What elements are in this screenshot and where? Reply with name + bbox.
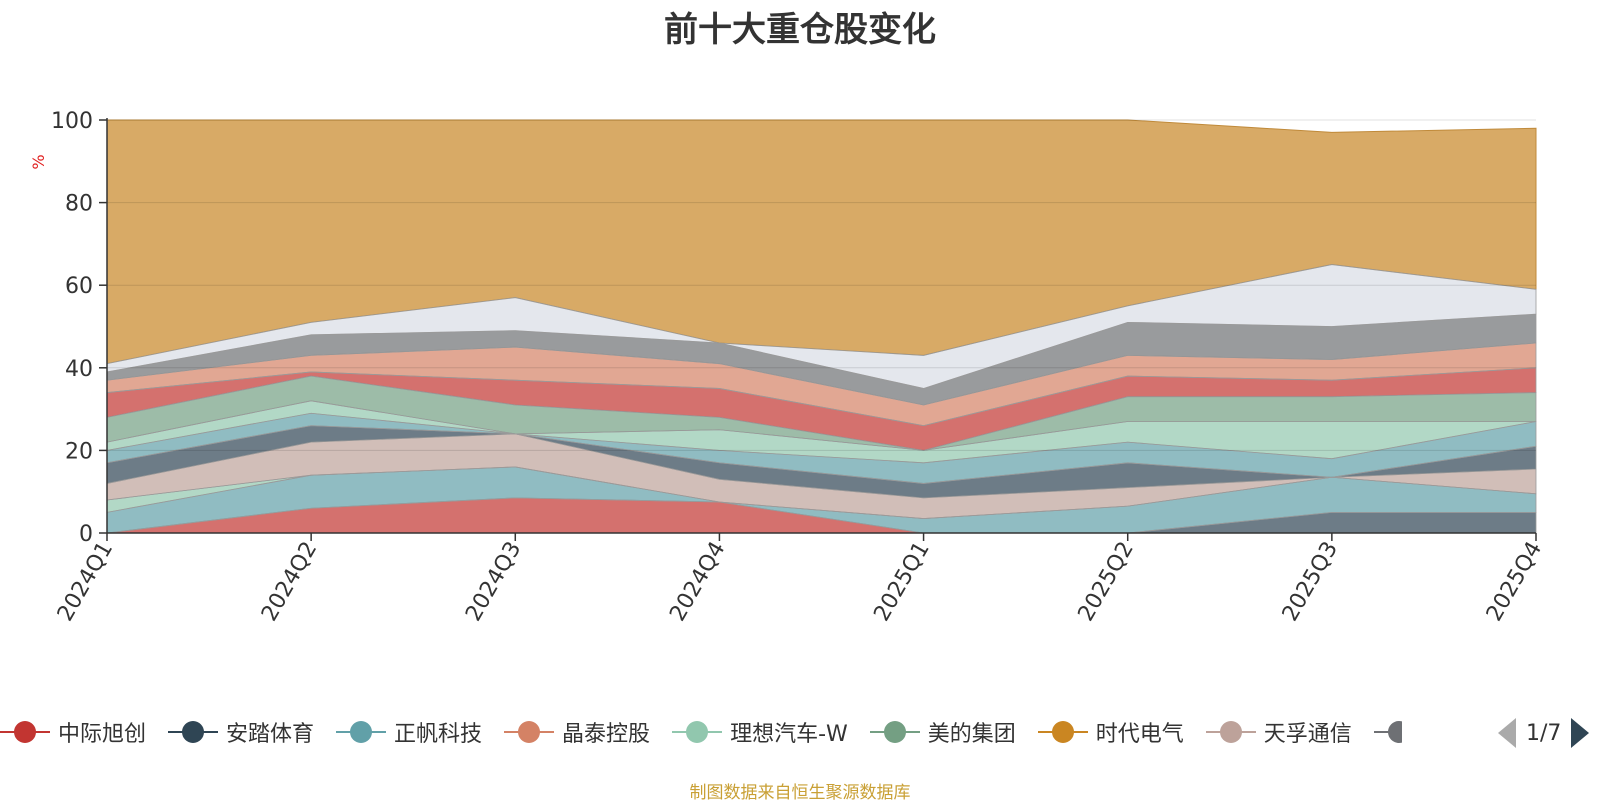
- area-bands: [106, 119, 1537, 534]
- legend-symbol: [336, 720, 387, 744]
- legend-item[interactable]: 中际旭创: [0, 716, 146, 748]
- x-tick-label: 2024Q4: [665, 538, 730, 626]
- legend-pager: 1/7: [1498, 716, 1590, 750]
- legend-symbol: [0, 720, 50, 744]
- x-tick-label: 2024Q3: [461, 538, 526, 626]
- x-tick-label: 2024Q1: [53, 538, 118, 626]
- stacked-area-chart: 2024Q1 2024Q2 2024Q3 2024Q4 2025Q1 2025Q2 2025…: [29, 109, 1547, 626]
- legend-symbol: [869, 720, 920, 744]
- legend-label: 天孚通信: [1263, 722, 1352, 747]
- pager-prev-icon[interactable]: [1498, 718, 1516, 748]
- legend-symbol: [672, 720, 723, 744]
- pager-next-icon[interactable]: [1571, 718, 1590, 748]
- legend-symbol: [1037, 720, 1088, 744]
- legend-item[interactable]: 美的集团: [869, 716, 1016, 748]
- legend-label: 正帆科技: [394, 722, 483, 747]
- legend-label: 时代电气: [1095, 722, 1184, 747]
- legend-label: 美的集团: [927, 722, 1016, 747]
- legend-symbol-partial: [1373, 720, 1402, 744]
- y-tick-label: 20: [65, 439, 93, 464]
- legend-item[interactable]: 理想汽车-W: [672, 716, 848, 748]
- x-tick-label: 2025Q2: [1074, 538, 1139, 626]
- legend-item[interactable]: 安踏体育: [168, 716, 314, 748]
- legend-symbol: [1205, 720, 1256, 744]
- legend-label: 晶泰控股: [562, 722, 651, 747]
- x-tick-label: 2025Q4: [1482, 538, 1547, 626]
- x-tick-label: 2024Q2: [257, 538, 322, 626]
- legend-label: 理想汽车-W: [730, 722, 848, 747]
- legend-symbol: [168, 720, 219, 744]
- legend: 中际旭创 安踏体育 正帆科技 晶泰控股 理想汽车-W 美的集团 时代电气 天孚通信: [0, 712, 1600, 752]
- source-footnote: 制图数据来自恒生聚源数据库: [689, 783, 911, 803]
- legend-item[interactable]: 天孚通信: [1205, 716, 1352, 748]
- y-tick-label: 80: [65, 192, 93, 217]
- legend-item[interactable]: 时代电气: [1037, 716, 1184, 748]
- y-tick-label: 40: [65, 357, 93, 382]
- x-axis-ticks: 2024Q1 2024Q2 2024Q3 2024Q4 2025Q1 2025Q2 2025…: [53, 533, 1547, 626]
- legend-item[interactable]: 正帆科技: [336, 716, 482, 748]
- legend-symbol: [504, 720, 555, 744]
- y-tick-label: 100: [51, 109, 93, 134]
- y-tick-label: 60: [65, 274, 93, 299]
- area-band: [106, 264, 1537, 389]
- y-tick-label: 0: [79, 522, 93, 547]
- x-tick-label: 2025Q3: [1278, 538, 1343, 626]
- y-axis-label: %: [29, 154, 48, 169]
- chart-title: 前十大重仓股变化: [664, 10, 936, 50]
- legend-label: 安踏体育: [226, 722, 315, 747]
- legend-item[interactable]: 晶泰控股: [504, 716, 650, 748]
- pager-text: 1/7: [1526, 720, 1562, 746]
- y-axis-ticks: 0 20 40 60 80 100: [51, 109, 107, 547]
- legend-label: 中际旭创: [58, 722, 147, 747]
- axes: [106, 118, 1536, 534]
- x-tick-label: 2025Q1: [869, 538, 934, 626]
